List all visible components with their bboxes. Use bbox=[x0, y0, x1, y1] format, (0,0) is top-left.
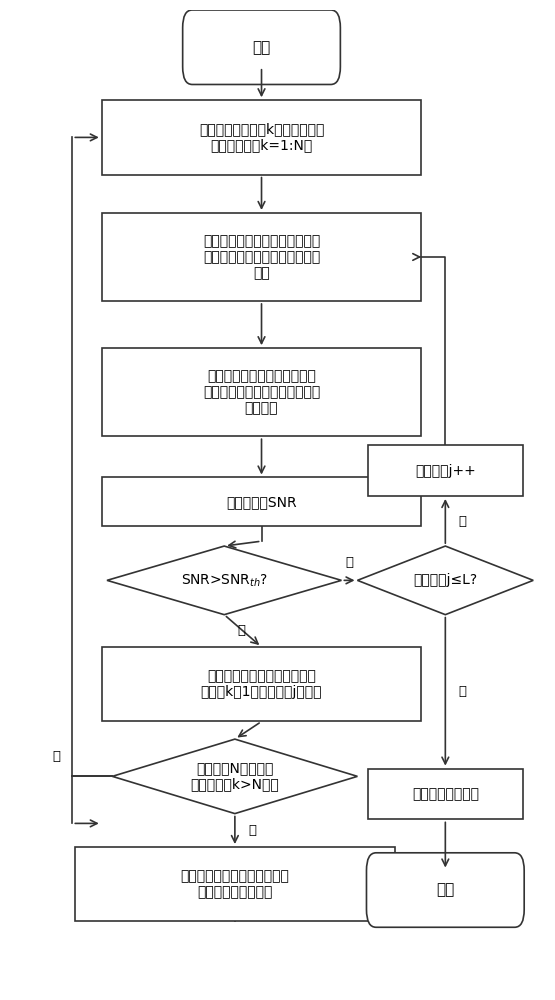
Bar bbox=[102, 647, 421, 721]
FancyBboxPatch shape bbox=[366, 853, 524, 927]
Polygon shape bbox=[112, 739, 357, 814]
Text: 完成所需N种状态的
幅相测试（k>N？）: 完成所需N种状态的 幅相测试（k>N？） bbox=[190, 761, 279, 791]
Text: 重测次数j++: 重测次数j++ bbox=[415, 464, 476, 478]
Text: 校准测试数据有效，可用于后
续馈电幅相分布计算: 校准测试数据有效，可用于后 续馈电幅相分布计算 bbox=[180, 869, 289, 899]
Text: 计算幅相值数据集并保存；校
准序号k加1；重测次数j清零；: 计算幅相值数据集并保存；校 准序号k加1；重测次数j清零； bbox=[201, 669, 322, 699]
Text: 天线阵面根据序号k配置各通道相
位分布状态（k=1:N）: 天线阵面根据序号k配置各通道相 位分布状态（k=1:N） bbox=[199, 122, 324, 152]
Polygon shape bbox=[107, 546, 341, 615]
Text: 否: 否 bbox=[345, 556, 354, 569]
Bar bbox=[102, 100, 421, 175]
Text: 是: 是 bbox=[458, 515, 467, 528]
Text: 开始: 开始 bbox=[253, 40, 271, 55]
FancyBboxPatch shape bbox=[183, 10, 340, 84]
Text: 校准测试数据无效: 校准测试数据无效 bbox=[412, 787, 479, 801]
Text: 重测次数j≤L?: 重测次数j≤L? bbox=[413, 573, 477, 587]
Text: 计算信噪比SNR: 计算信噪比SNR bbox=[226, 495, 297, 509]
Text: 否: 否 bbox=[52, 750, 60, 763]
Text: 结束: 结束 bbox=[436, 883, 455, 898]
Text: 是: 是 bbox=[238, 624, 245, 637]
Text: 否: 否 bbox=[458, 685, 467, 698]
Bar bbox=[102, 348, 421, 436]
Text: SNR>SNR$_{th}$?: SNR>SNR$_{th}$? bbox=[181, 572, 268, 589]
Polygon shape bbox=[357, 546, 533, 615]
Text: 信号处理单元对中频信号进行
数字正交鉴相处理，得到同相和
正交分量: 信号处理单元对中频信号进行 数字正交鉴相处理，得到同相和 正交分量 bbox=[203, 369, 320, 415]
Bar bbox=[102, 477, 421, 526]
Text: 产生校准测试信号，经被测天线
通道合成后返回接收机下变频为
中频: 产生校准测试信号，经被测天线 通道合成后返回接收机下变频为 中频 bbox=[203, 234, 320, 280]
Text: 是: 是 bbox=[248, 824, 256, 837]
Bar bbox=[368, 769, 523, 819]
Bar bbox=[102, 213, 421, 301]
Bar bbox=[368, 445, 523, 496]
Bar bbox=[75, 847, 395, 921]
